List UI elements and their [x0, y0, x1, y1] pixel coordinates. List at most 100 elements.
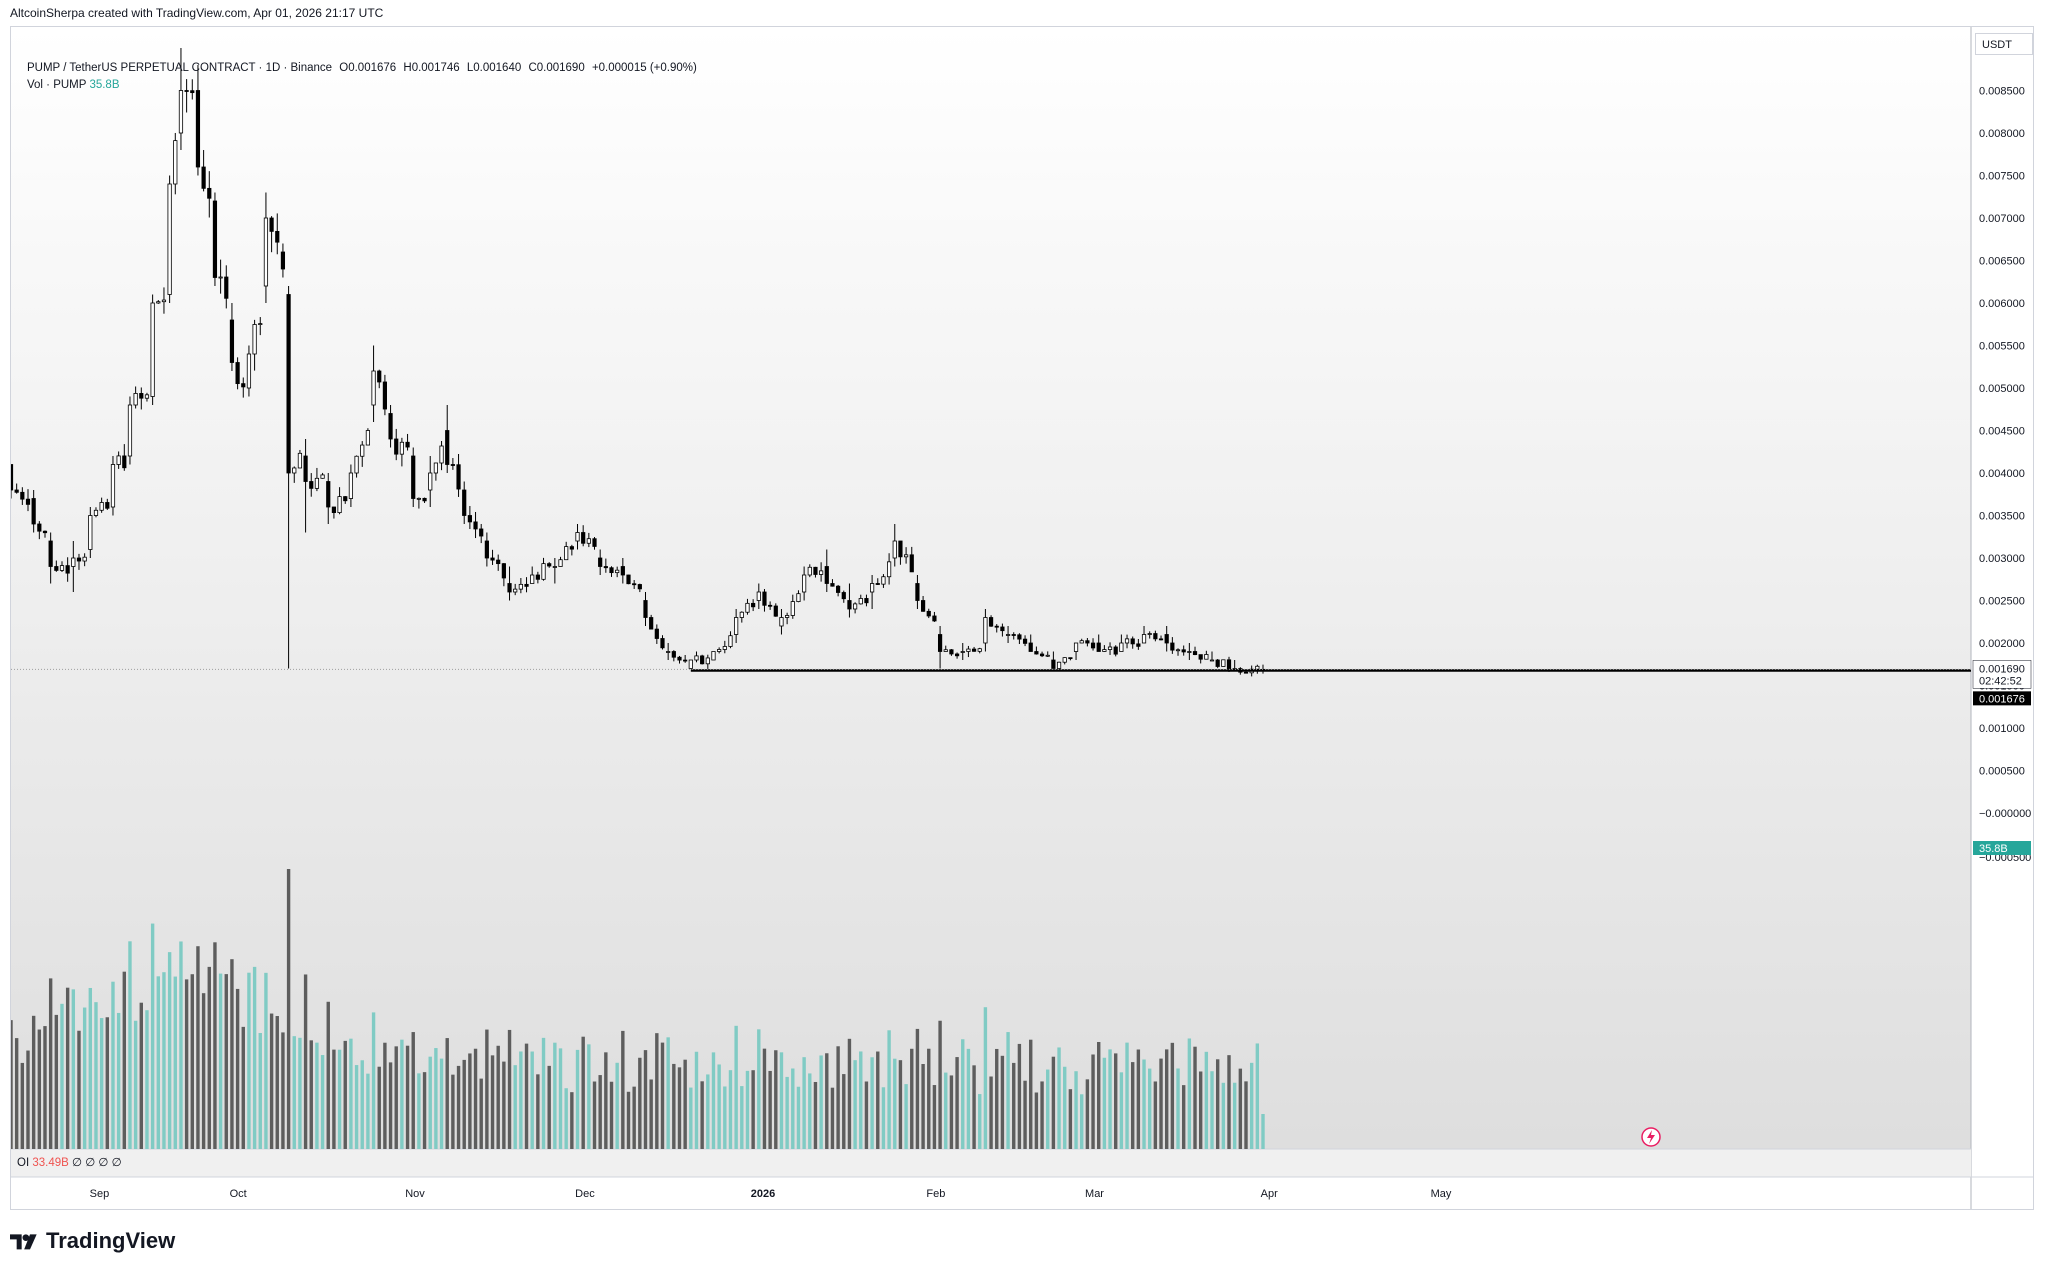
volume-bar: [983, 1007, 988, 1149]
volume-bar: [672, 1063, 676, 1149]
candle-body: [445, 430, 450, 465]
volume-bar: [632, 1086, 636, 1149]
volume-bar: [394, 1046, 398, 1149]
candle-body: [932, 615, 937, 622]
volume-bar: [592, 1081, 597, 1149]
price-axis-label: 0.006000: [1979, 298, 2025, 310]
candle-body: [224, 276, 229, 299]
volume-bar: [485, 1029, 489, 1149]
volume-bar: [564, 1088, 568, 1149]
candle-body: [649, 617, 654, 630]
volume-bar: [343, 1040, 347, 1149]
volume-bar: [972, 1065, 976, 1149]
candle-body: [156, 301, 161, 304]
volume-bar: [513, 1065, 517, 1149]
candle-body: [388, 413, 393, 440]
volume-bar: [541, 1037, 546, 1149]
volume-bar: [808, 1073, 812, 1149]
volume-value: 35.8B: [89, 79, 120, 91]
volume-bar: [1029, 1039, 1033, 1149]
candle-body: [717, 649, 722, 652]
volume-label[interactable]: Vol · PUMP: [27, 79, 87, 91]
candle-body: [365, 430, 371, 446]
volume-bar: [366, 1073, 370, 1149]
volume-bar: [768, 1070, 772, 1149]
volume-bar: [1159, 1058, 1163, 1149]
candle-body: [870, 583, 875, 593]
oi-label: OI: [17, 1157, 30, 1169]
candle-body: [632, 583, 637, 586]
volume-bar: [530, 1051, 534, 1149]
candle-body: [722, 646, 727, 650]
volume-bar: [638, 1057, 642, 1149]
volume-bar: [190, 974, 194, 1149]
candle-body: [1209, 659, 1215, 662]
volume-bar: [82, 1007, 87, 1149]
volume-bar: [961, 1039, 965, 1149]
candle-body: [1158, 638, 1164, 641]
candle-body: [1017, 634, 1022, 640]
candle-body: [286, 294, 291, 474]
volume-bar: [422, 1072, 427, 1149]
candle-body: [1221, 659, 1226, 667]
candle-body: [807, 566, 812, 576]
volume-bar: [751, 1070, 755, 1149]
volume-bar: [128, 941, 132, 1149]
month-label: Feb: [926, 1188, 945, 1200]
volume-bar: [762, 1048, 767, 1149]
volume-bar: [700, 1081, 704, 1149]
volume-bar: [315, 1042, 319, 1149]
currency-selector[interactable]: USDT: [1975, 33, 2033, 55]
volume-bar: [235, 988, 240, 1149]
candle-body: [479, 528, 484, 537]
candle-body: [31, 498, 36, 525]
candle-body: [37, 523, 42, 532]
volume-bar: [813, 1081, 818, 1149]
candle-body: [1136, 643, 1141, 647]
volume-bar: [456, 1065, 461, 1149]
candle-body: [212, 200, 218, 278]
volume-bar: [1068, 1089, 1073, 1149]
price-chart[interactable]: 0.0090000.0085000.0080000.0075000.007000…: [11, 27, 2033, 1209]
candle-body: [960, 651, 965, 653]
volume-bar: [587, 1044, 591, 1149]
candle-body: [615, 569, 620, 574]
volume-bar: [451, 1074, 455, 1149]
candle-body: [1011, 634, 1016, 636]
price-axis-label: 0.002000: [1979, 638, 2025, 650]
volume-bar: [621, 1030, 625, 1149]
oi-legend[interactable]: OI 33.49B ∅ ∅ ∅ ∅: [17, 1155, 122, 1169]
volume-bar: [388, 1062, 393, 1149]
volume-bar: [915, 1028, 920, 1149]
candle-body: [303, 455, 308, 482]
volume-bar: [904, 1084, 908, 1149]
volume-bar: [927, 1048, 931, 1149]
candle-body: [920, 600, 926, 612]
candle-body: [728, 635, 733, 647]
volume-bar: [734, 1025, 738, 1149]
tradingview-logo-icon: [10, 1234, 37, 1250]
volume-bar: [1119, 1072, 1124, 1149]
candle-body: [405, 441, 410, 448]
volume-bar: [519, 1051, 523, 1149]
volume-bar: [1170, 1042, 1175, 1149]
candle-body: [954, 653, 960, 657]
candle-body: [1147, 633, 1152, 635]
candle-body: [428, 472, 433, 491]
oi-pane: [11, 1149, 1971, 1177]
candle-body: [988, 617, 994, 627]
candle-body: [977, 648, 982, 652]
candle-body: [762, 591, 767, 606]
volume-bar: [298, 1037, 302, 1149]
volume-bar: [502, 1061, 506, 1149]
candle-body: [898, 540, 903, 558]
chart-frame[interactable]: 0.0090000.0085000.0080000.0075000.007000…: [10, 26, 2034, 1210]
volume-bar: [354, 1065, 359, 1149]
candle-body: [207, 187, 212, 199]
change-value: +0.000015 (+0.90%): [591, 62, 697, 74]
volume-bar: [360, 1060, 364, 1149]
volume-bar: [400, 1039, 404, 1149]
candle-body: [309, 481, 314, 489]
symbol-label[interactable]: PUMP / TetherUS PERPETUAL CONTRACT · 1D …: [27, 62, 333, 74]
volume-bar: [1164, 1049, 1169, 1149]
